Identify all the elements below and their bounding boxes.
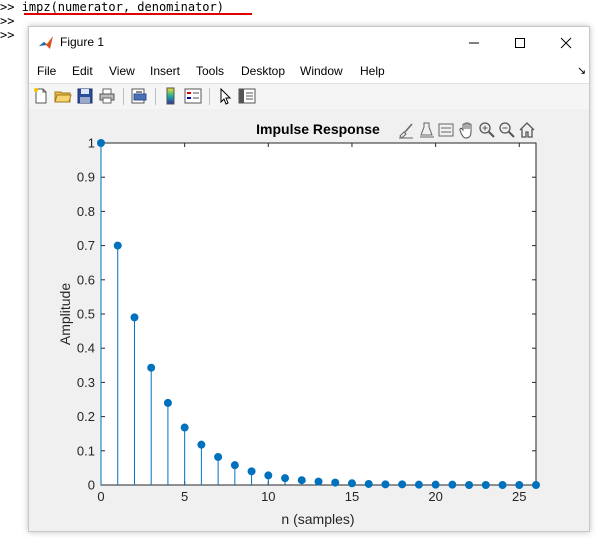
save-icon[interactable] — [76, 87, 94, 105]
legend-icon[interactable] — [184, 87, 202, 105]
stem-marker[interactable] — [314, 477, 323, 486]
menu-insert[interactable]: Insert — [150, 64, 181, 78]
stem-marker[interactable] — [398, 480, 407, 489]
figure-toolbar — [29, 83, 589, 110]
stem-marker[interactable] — [281, 474, 290, 483]
stem-marker[interactable] — [214, 452, 223, 461]
x-tick-label: 15 — [345, 489, 359, 504]
stem-marker[interactable] — [431, 480, 440, 489]
edit-plot-icon[interactable] — [216, 87, 234, 105]
command-prompt: >> — [0, 14, 15, 28]
maximize-button[interactable] — [497, 27, 543, 59]
y-tick-label: 0.3 — [77, 375, 95, 390]
stem-marker[interactable] — [247, 467, 256, 476]
stem-marker[interactable] — [113, 241, 122, 250]
y-tick-label: 0.4 — [77, 341, 95, 356]
y-tick-label: 0.7 — [77, 238, 95, 253]
stem-marker[interactable] — [163, 398, 172, 407]
minimize-icon — [469, 42, 479, 44]
stem-marker[interactable] — [364, 479, 373, 488]
stem-marker[interactable] — [264, 471, 273, 480]
stem-marker[interactable] — [197, 440, 206, 449]
new-figure-icon[interactable] — [32, 87, 50, 105]
print-icon[interactable] — [98, 87, 116, 105]
command-line: >> impz(numerator, denominator) — [0, 0, 601, 14]
close-icon — [560, 37, 572, 49]
x-tick-label: 0 — [97, 489, 104, 504]
command-prompt: >> — [0, 28, 15, 42]
pan-icon[interactable] — [458, 121, 476, 139]
matlab-logo-icon — [39, 36, 53, 49]
x-tick-label: 25 — [512, 489, 526, 504]
brush-icon[interactable] — [397, 121, 415, 139]
stem-marker[interactable] — [347, 479, 356, 488]
x-tick-label: 5 — [181, 489, 188, 504]
menu-desktop[interactable]: Desktop — [241, 64, 286, 78]
zoom-out-icon[interactable] — [498, 121, 516, 139]
y-tick-label: 0.1 — [77, 443, 95, 458]
y-tick-label: 0 — [88, 478, 95, 493]
stem-marker[interactable] — [532, 481, 540, 489]
command-prompt: >> — [0, 0, 15, 14]
y-tick-label: 0.2 — [77, 409, 95, 424]
command-line-empty-2: >> — [0, 28, 601, 42]
dock-arrow-icon[interactable]: ↘ — [577, 65, 587, 77]
command-text: impz(numerator, denominator) — [21, 0, 224, 14]
y-axis-label: Amplitude — [57, 283, 73, 345]
stem-marker[interactable] — [381, 480, 390, 489]
property-inspector-icon[interactable] — [238, 87, 256, 105]
axes-background — [100, 142, 537, 486]
stem-marker[interactable] — [448, 480, 457, 489]
stem-marker[interactable] — [414, 480, 423, 489]
stem-marker[interactable] — [97, 139, 105, 147]
stem-marker[interactable] — [465, 481, 474, 489]
zoom-in-icon[interactable] — [478, 121, 496, 139]
maximize-icon — [515, 38, 525, 48]
stem-marker[interactable] — [331, 478, 340, 487]
y-tick-label: 0.6 — [77, 272, 95, 287]
y-tick-label: 1 — [88, 136, 95, 151]
stem-marker[interactable] — [180, 423, 189, 432]
toolbar-separator — [155, 88, 156, 105]
chart-title: Impulse Response — [256, 121, 380, 137]
menu-edit[interactable]: Edit — [72, 64, 93, 78]
stem-marker[interactable] — [515, 481, 524, 489]
open-file-icon[interactable] — [54, 87, 72, 105]
menu-help[interactable]: Help — [360, 64, 385, 78]
data-tips-icon[interactable] — [418, 121, 436, 139]
x-tick-label: 10 — [261, 489, 275, 504]
toolbar-separator — [123, 88, 124, 105]
stem-marker[interactable] — [481, 481, 490, 489]
stem-marker[interactable] — [147, 363, 156, 372]
print-preview-icon[interactable] — [130, 87, 148, 105]
close-button[interactable] — [543, 27, 589, 59]
title-bar[interactable]: Figure 1 — [29, 27, 589, 59]
home-icon[interactable] — [518, 121, 536, 139]
command-underline — [24, 13, 252, 15]
stem-marker[interactable] — [498, 481, 507, 489]
minimize-button[interactable] — [451, 27, 497, 59]
stem-marker[interactable] — [297, 476, 306, 485]
colorbar-icon[interactable] — [162, 87, 180, 105]
y-tick-label: 0.8 — [77, 204, 95, 219]
data-cursor-icon[interactable] — [437, 121, 455, 139]
menu-window[interactable]: Window — [300, 64, 343, 78]
menu-tools[interactable]: Tools — [196, 64, 225, 78]
stem-marker[interactable] — [230, 461, 239, 470]
y-tick-label: 0.5 — [77, 307, 95, 322]
menu-bar: File Edit View Insert Tools Desktop Wind… — [29, 59, 589, 83]
command-line-empty-1: >> — [0, 14, 601, 28]
menu-file[interactable]: File — [37, 64, 57, 78]
menu-view[interactable]: View — [109, 64, 135, 78]
x-tick-label: 20 — [428, 489, 442, 504]
x-axis-label: n (samples) — [281, 511, 354, 527]
y-tick-label: 0.9 — [77, 170, 95, 185]
command-window[interactable]: >> impz(numerator, denominator) >> >> — [0, 0, 601, 42]
stem-marker[interactable] — [130, 313, 139, 322]
toolbar-separator — [209, 88, 210, 105]
window-title: Figure 1 — [60, 35, 105, 49]
